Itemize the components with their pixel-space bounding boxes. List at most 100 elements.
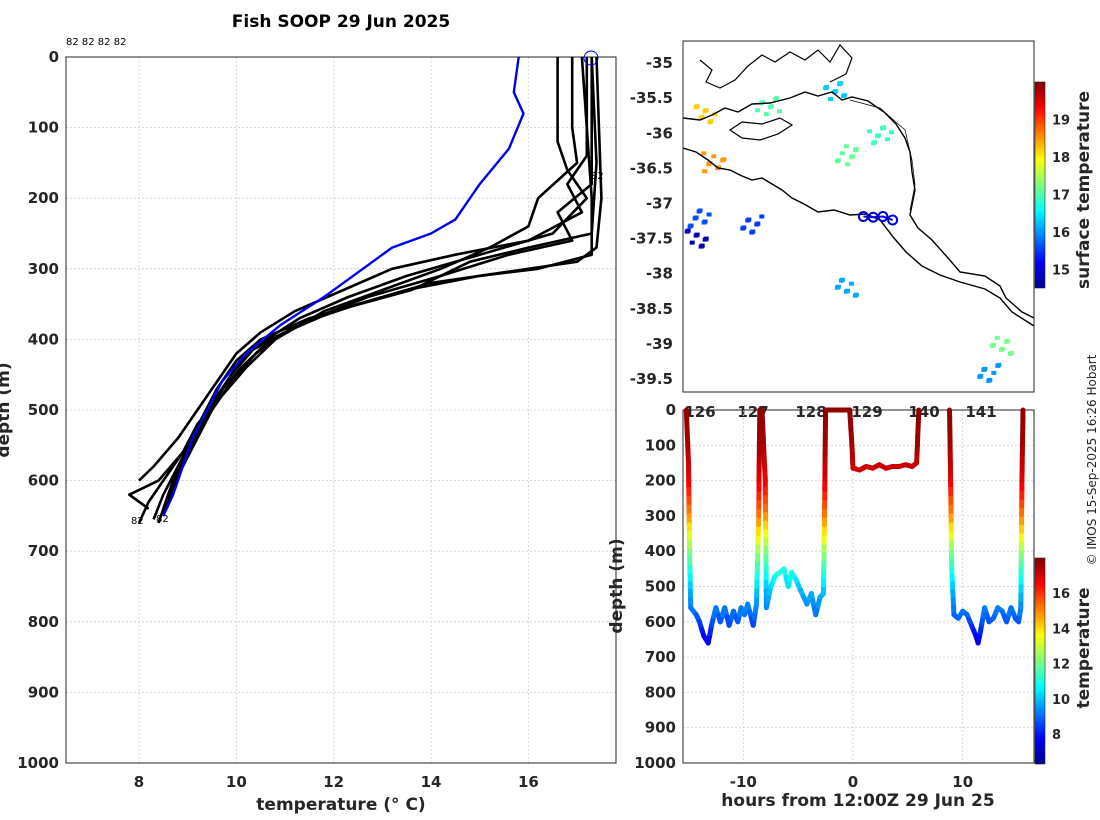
lon-tick-label: 128 xyxy=(795,403,826,421)
sst-pixel xyxy=(716,165,722,170)
credit-text: © IMOS 15-Sep-2025 16:26 Hobart xyxy=(1085,354,1099,565)
sst-pixel xyxy=(711,154,717,159)
profile-line xyxy=(162,57,589,517)
x-tick-label: -10 xyxy=(730,773,757,791)
x-tick-label: 16 xyxy=(518,773,539,791)
ship-position-marker xyxy=(877,211,889,222)
colorbar-tick-label: 14 xyxy=(1052,622,1070,637)
lat-tick-label: -39 xyxy=(646,335,673,353)
colorbar-tick-label: 16 xyxy=(1052,226,1070,241)
sst-pixel xyxy=(694,104,700,109)
lat-tick-label: -35.5 xyxy=(630,89,673,107)
sst-pixel xyxy=(828,97,834,102)
sst-pixel xyxy=(889,130,894,135)
sst-pixel xyxy=(708,119,714,124)
lat-tick-label: -38 xyxy=(646,265,673,283)
sst-pixel xyxy=(982,366,988,371)
colorbar-tick-label: 12 xyxy=(1052,658,1070,673)
sst-pixel xyxy=(833,89,839,94)
colorbar-tick-label: 15 xyxy=(1052,263,1070,278)
x-tick-label: 14 xyxy=(421,773,442,791)
sst-pixel xyxy=(853,147,859,152)
y-tick-label: 700 xyxy=(645,648,676,666)
y-tick-label: 400 xyxy=(28,330,59,348)
y-tick-label: 1000 xyxy=(634,754,676,772)
colorbar-tick-label: 10 xyxy=(1052,693,1070,708)
sst-pixel xyxy=(759,214,765,219)
y-tick-label: 600 xyxy=(28,472,59,490)
colorbar-tick-label: 16 xyxy=(1052,587,1070,602)
sst-pixel xyxy=(999,346,1005,351)
coastline xyxy=(683,91,1034,319)
profile-plot-frame xyxy=(65,56,617,764)
colorbar-tick-label: 18 xyxy=(1052,151,1070,166)
island xyxy=(728,117,794,141)
y-tick-label: 400 xyxy=(645,542,676,560)
sst-pixel xyxy=(996,362,1002,367)
y-tick-label: 700 xyxy=(28,542,59,560)
cast-ids-label: 82 82 82 82 xyxy=(66,37,126,48)
y-tick-label: 300 xyxy=(645,507,676,525)
y-tick-label: 300 xyxy=(28,260,59,278)
sst-pixel xyxy=(697,208,703,213)
y-tick-label: 0 xyxy=(666,401,676,419)
temperature-colorbar xyxy=(1034,557,1046,765)
sst-pixel xyxy=(773,96,779,101)
sst-pixel xyxy=(839,277,845,282)
x-axis-label: temperature (° C) xyxy=(256,795,425,815)
start-marker xyxy=(583,50,599,66)
y-tick-label: 1000 xyxy=(17,754,59,772)
sst-pixel xyxy=(842,93,848,98)
lon-tick-label: 129 xyxy=(851,403,882,421)
sst-pixel xyxy=(750,229,756,234)
sst-pixel xyxy=(702,169,708,174)
sst-pixel xyxy=(978,373,984,378)
sst-pixel xyxy=(824,85,830,90)
sst-pixel xyxy=(1008,350,1014,355)
shelf-edge xyxy=(849,99,916,211)
y-tick-label: 500 xyxy=(645,578,676,596)
y-tick-label: 200 xyxy=(28,189,59,207)
x-axis-label: hours from 12:00Z 29 Jun 25 xyxy=(721,791,994,811)
sst-pixel xyxy=(776,109,782,114)
map-frame xyxy=(682,40,1035,393)
sst-pixel xyxy=(768,104,774,109)
ship-position-marker xyxy=(887,214,899,226)
sst-pixel xyxy=(848,281,854,286)
sst-pixel xyxy=(994,335,1000,340)
lat-tick-label: -38.5 xyxy=(630,300,673,318)
profile-chart: 8 10 12 14 16 0 100 200 300 400 500 600 700 800 900 100… xyxy=(0,37,617,815)
section-plot-frame xyxy=(682,409,1035,764)
sst-pixel xyxy=(693,215,699,220)
y-tick-label: 100 xyxy=(28,119,59,137)
y-tick-label: 800 xyxy=(645,683,676,701)
depth-time-chart: 0 100 200 300 400 500 600 700 800 900 1000 -10 0 10 h… xyxy=(607,401,1094,811)
sst-pixel xyxy=(1004,338,1010,343)
sst-pixel xyxy=(703,236,709,241)
lat-tick-label: -36 xyxy=(646,124,673,142)
y-tick-label: 200 xyxy=(645,472,676,490)
sst-pixel xyxy=(755,221,761,226)
surface-temperature-colorbar xyxy=(1034,81,1046,289)
sst-pixel xyxy=(838,81,844,86)
x-tick-label: 8 xyxy=(134,773,144,791)
sst-pixel xyxy=(721,157,727,162)
lat-tick-label: -39.5 xyxy=(630,370,673,388)
sst-pixel xyxy=(763,112,769,117)
sst-pixel xyxy=(702,219,708,224)
colorbar-tick-label: 17 xyxy=(1052,188,1070,203)
sst-pixel xyxy=(706,212,712,217)
sst-pixel xyxy=(746,217,752,222)
sst-pixel xyxy=(685,228,691,233)
figure-title: Fish SOOP 29 Jun 2025 xyxy=(232,12,450,32)
sst-pixel xyxy=(867,129,872,134)
cast-id-label: 82 xyxy=(591,171,604,182)
map-panel: -35 -35.5 -36 -36.5 -37 -37.5 -38 -38.5 -39 -39.5… xyxy=(630,40,1094,421)
lat-tick-label: -35 xyxy=(646,54,673,72)
sst-pixel xyxy=(694,232,700,237)
sst-pixel xyxy=(991,370,997,375)
sst-pixel xyxy=(712,112,718,117)
climatology-line xyxy=(162,56,525,517)
sst-pixel xyxy=(835,158,841,163)
